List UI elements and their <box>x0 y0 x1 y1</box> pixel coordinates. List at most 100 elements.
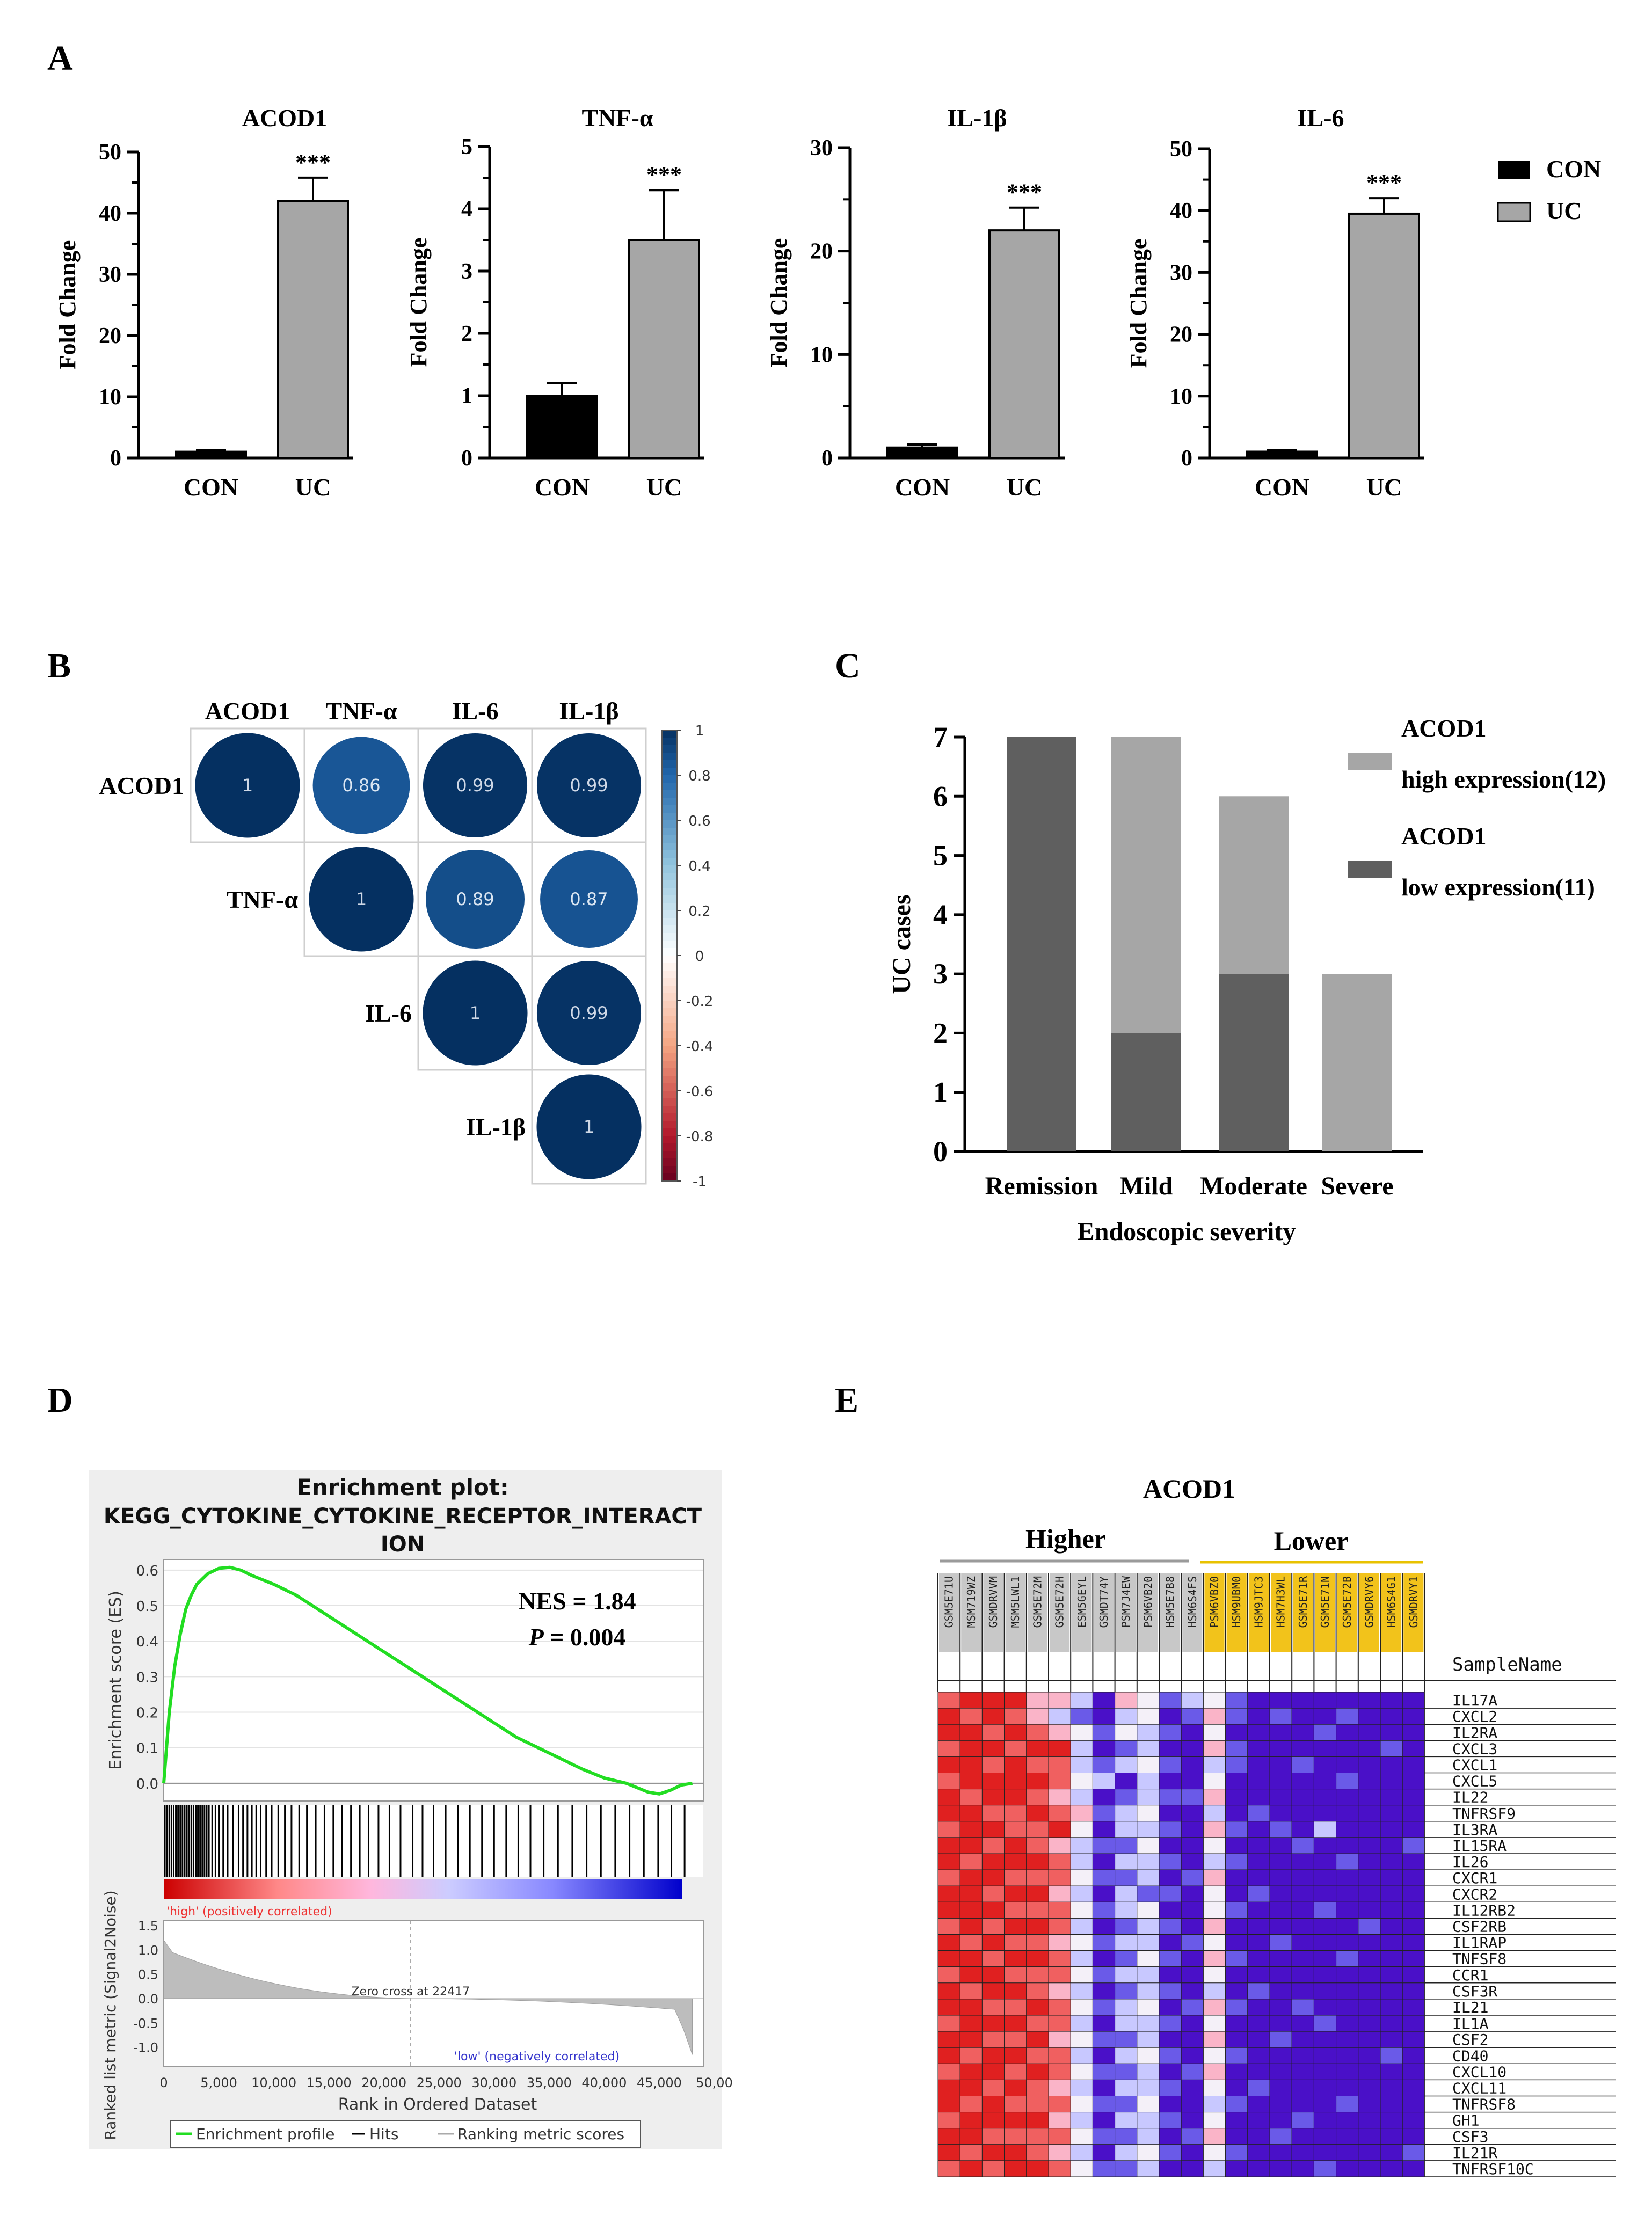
y-tick-label: 40 <box>1170 199 1192 223</box>
heatmap-cell <box>1137 2015 1160 2032</box>
heatmap-cell <box>981 1805 1005 1822</box>
heatmap-cell <box>1402 1918 1425 1935</box>
corr-value: 0.99 <box>456 775 494 796</box>
colorbar-segment <box>662 1113 677 1121</box>
heatmap-cell <box>1048 2128 1071 2145</box>
heatmap-cell <box>1092 1708 1116 1725</box>
heatmap-cell <box>1026 1773 1049 1790</box>
x-tick-label: Mild <box>1120 1172 1173 1200</box>
y-tick-label: 0 <box>1181 446 1192 471</box>
heatmap-cell <box>1159 2128 1182 2145</box>
corr-value: 0.86 <box>342 775 380 796</box>
heatmap-cell <box>1004 1773 1027 1790</box>
y-tick-label: 30 <box>810 136 833 161</box>
heatmap-cell <box>1181 2112 1204 2129</box>
heatmap-cell <box>1269 1950 1292 1967</box>
heatmap-cell <box>1291 2063 1314 2080</box>
rank-tick-label: -0.5 <box>133 2016 158 2031</box>
heatmap-cell <box>1336 1821 1359 1838</box>
heatmap-cell <box>1137 1821 1160 1838</box>
heatmap-cell <box>937 2144 960 2161</box>
heatmap-cell <box>1048 1901 1071 1919</box>
heatmap-cell <box>1380 1724 1403 1741</box>
heatmap-cell <box>1380 2160 1403 2177</box>
heatmap-cell <box>981 1708 1005 1725</box>
heatmap-cell <box>1092 1869 1116 1886</box>
heatmap-cell <box>1070 1773 1093 1790</box>
heatmap-cell <box>1291 1982 1314 2000</box>
heatmap-cell <box>1380 1853 1403 1870</box>
heatmap-cell <box>1048 2047 1071 2064</box>
x-tick-label: Remission <box>985 1172 1098 1200</box>
heatmap-cell <box>1092 2031 1116 2048</box>
y-tick-label: 50 <box>99 140 121 165</box>
colorbar-segment <box>662 941 677 949</box>
heatmap-cell <box>1026 1821 1049 1838</box>
heatmap-cell <box>1092 1837 1116 1854</box>
heatmap-cell <box>981 2063 1005 2080</box>
heatmap-cell <box>1070 1740 1093 1757</box>
heatmap-cell <box>1004 2160 1027 2177</box>
heatmap-cell <box>1269 1966 1292 1984</box>
heatmap-cell <box>1048 2031 1071 2048</box>
heatmap-cell <box>1115 1918 1138 1935</box>
colorbar-segment <box>662 745 677 753</box>
colorbar-segment <box>662 1166 677 1174</box>
heatmap-cell <box>1336 1692 1359 1709</box>
y-tick-label: 20 <box>810 239 833 264</box>
heatmap-cell <box>1203 1708 1226 1725</box>
heatmap-cell <box>1115 1869 1138 1886</box>
heatmap-cell <box>1313 1853 1337 1870</box>
panel-c-stacked-bar: 0 1 2 3 4 5 6 7 UC cases Remission Mild Moderate Sev… <box>887 715 1606 1246</box>
heatmap-cell <box>1115 1934 1138 1951</box>
heatmap-cell <box>1269 2063 1292 2080</box>
gene-label: IL17A <box>1452 1692 1497 1709</box>
heatmap-cell <box>1269 1885 1292 1902</box>
colorbar-segment <box>662 1068 677 1076</box>
heatmap-cell <box>1247 2031 1270 2048</box>
heatmap-cell <box>1402 1740 1425 1757</box>
x-tick-label: Severe <box>1321 1172 1393 1200</box>
heatmap-cell <box>1092 2063 1116 2080</box>
gene-label: TNFRSF8 <box>1452 2096 1516 2113</box>
heatmap-cell <box>1137 1837 1160 1854</box>
heatmap-cell <box>1070 2031 1093 2048</box>
heatmap-cell <box>1247 1837 1270 1854</box>
heatmap-cell <box>1247 2160 1270 2177</box>
sample-name: HSM9JTC3 <box>1252 1576 1265 1628</box>
heatmap-cell <box>1380 1821 1403 1838</box>
heatmap-cell <box>1402 2031 1425 2048</box>
sample-label-bg <box>1005 1573 1025 1652</box>
y-axis-label: UC cases <box>887 894 916 994</box>
heatmap-cell <box>981 1966 1005 1984</box>
bar-segment-high <box>1219 796 1289 974</box>
heatmap-cell <box>1313 1982 1337 2000</box>
heatmap-cell <box>1181 1869 1204 1886</box>
y-axis-label: Fold Change <box>54 240 81 370</box>
y-tick-label: 30 <box>99 263 121 287</box>
heatmap-cell <box>1004 2015 1027 2032</box>
sample-name: GSMDT74Y <box>1097 1576 1110 1628</box>
heatmap-cell <box>1159 1789 1182 1806</box>
heatmap-cell <box>1313 2047 1337 2064</box>
heatmap-cell <box>1203 1853 1226 1870</box>
heatmap-cell <box>981 1821 1005 1838</box>
heatmap-cell <box>1048 2079 1071 2096</box>
heatmap-cell <box>1380 2079 1403 2096</box>
heatmap-cell <box>937 1982 960 2000</box>
heatmap-cell <box>1225 2063 1248 2080</box>
heatmap-cell <box>1048 1853 1071 1870</box>
heatmap-cell <box>959 1789 983 1806</box>
heatmap-cell <box>1247 2144 1270 2161</box>
heatmap-cell <box>1159 1773 1182 1790</box>
rank-tick-label: 0.5 <box>138 1967 158 1982</box>
heatmap-cell <box>1225 1708 1248 1725</box>
heatmap-cell <box>1203 2096 1226 2113</box>
heatmap-cell <box>1026 2063 1049 2080</box>
y-axis-label: Fold Change <box>405 238 432 367</box>
heatmap-cell <box>937 1692 960 1709</box>
legend-line2: low expression(11) <box>1401 873 1595 901</box>
heatmap-cell <box>1004 2031 1027 2048</box>
heatmap-cell <box>1115 1999 1138 2016</box>
